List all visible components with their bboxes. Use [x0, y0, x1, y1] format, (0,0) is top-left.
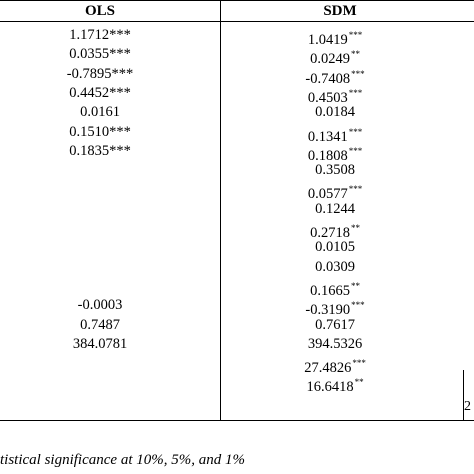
significance-stars: ***	[348, 184, 363, 195]
sdm-value: -0.7408	[305, 70, 351, 87]
ols-cell: 384.0781	[72, 335, 128, 352]
sdm-value: 0.0577	[307, 186, 348, 203]
sdm-cell: 394.5326	[280, 335, 390, 353]
top-rule	[0, 0, 474, 1]
significance-stars: ***	[348, 87, 363, 98]
bottom-rule	[0, 420, 474, 421]
ols-cell: 0.1510***	[69, 123, 131, 140]
significance-stars: **	[354, 377, 364, 388]
sdm-cell: 0.1341***	[280, 123, 390, 146]
sdm-value: 0.1244	[315, 200, 355, 217]
sdm-cell: 0.7617	[280, 316, 390, 334]
significance-stars: ***	[348, 126, 363, 137]
sdm-cell: 16.6418**	[280, 373, 390, 396]
sdm-cell: 0.0309	[280, 258, 390, 276]
sdm-value: 0.0105	[315, 239, 355, 256]
sdm-cell: 0.4503***	[280, 84, 390, 107]
sdm-cell: 0.0184	[280, 103, 390, 121]
sdm-cell: 0.0249**	[280, 45, 390, 68]
sdm-value: 394.5326	[307, 335, 363, 352]
sdm-value: 0.0249	[310, 51, 350, 68]
edge-fragment: 2	[464, 399, 471, 414]
sdm-value: -0.3190	[305, 302, 351, 319]
sdm-value: 0.7617	[315, 316, 355, 333]
ols-cell: 0.0355***	[69, 46, 131, 63]
ols-cell: 0.0161	[80, 104, 120, 121]
significance-stars: ***	[348, 145, 363, 156]
ols-cell: 0.1835***	[69, 142, 131, 159]
significance-stars: ***	[351, 68, 365, 79]
sdm-cell: -0.3190***	[280, 296, 390, 319]
sdm-cell: -0.7408***	[280, 65, 390, 88]
sdm-cell: 0.0577***	[280, 180, 390, 203]
sdm-value: 0.1341	[307, 128, 348, 145]
sdm-value: 1.0419	[307, 32, 348, 48]
sdm-cell: 0.2718**	[280, 219, 390, 242]
sdm-value: 27.4826	[304, 360, 352, 377]
header-sdm: SDM	[323, 3, 357, 19]
sdm-value: 0.3508	[315, 162, 355, 179]
sdm-cell: 1.0419***	[280, 26, 390, 49]
sdm-value: 16.6418	[306, 379, 354, 396]
right-column-divider	[463, 370, 464, 420]
header-ols: OLS	[84, 3, 115, 19]
sdm-cell: 27.4826***	[280, 354, 390, 377]
ols-cell: 1.1712***	[69, 27, 131, 43]
sdm-cell: 0.1665**	[280, 277, 390, 300]
sdm-cell: 0.1244	[280, 200, 390, 218]
significance-stars: **	[350, 280, 360, 291]
table-note: tistical significance at 10%, 5%, and 1%	[0, 452, 245, 468]
ols-cell: 0.7487	[80, 316, 120, 333]
significance-stars: **	[350, 223, 360, 233]
significance-stars: ***	[352, 358, 366, 369]
sdm-value: 0.4503	[307, 89, 348, 106]
ols-cell: -0.7895***	[66, 65, 134, 82]
sdm-value: 0.0184	[315, 104, 355, 121]
ols-cell: 0.4452***	[69, 84, 131, 101]
header-rule	[0, 21, 474, 22]
ols-cell: -0.0003	[77, 297, 123, 314]
sdm-cell: 0.1808***	[280, 142, 390, 165]
sdm-cell: 0.3508	[280, 161, 390, 179]
significance-stars: ***	[348, 30, 363, 40]
significance-stars: **	[350, 49, 360, 60]
sdm-value: 0.1808	[307, 147, 348, 164]
sdm-value: 0.1665	[310, 282, 350, 299]
significance-stars: ***	[351, 300, 365, 311]
sdm-value: 0.0309	[315, 258, 355, 275]
sdm-value: 0.2718	[310, 225, 350, 241]
column-divider	[220, 0, 221, 420]
sdm-cell: 0.0105	[280, 238, 390, 256]
